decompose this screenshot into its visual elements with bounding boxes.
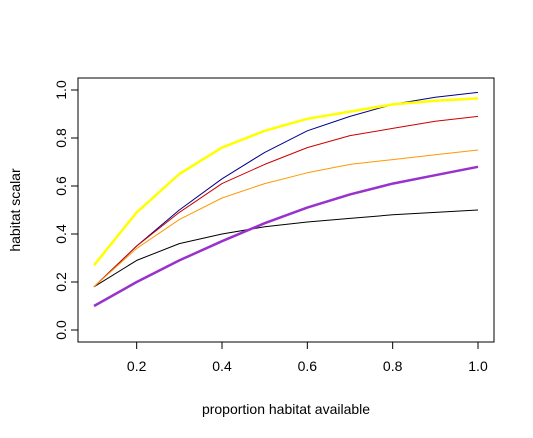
series-line-1 <box>93 209 479 288</box>
series-line-5 <box>93 97 479 266</box>
x-axis-title: proportion habitat available <box>202 401 370 417</box>
y-tick-label: 0.0 <box>53 320 69 340</box>
series-line-2 <box>93 91 479 288</box>
y-tick-label: 0.6 <box>53 176 69 196</box>
series-layer <box>93 91 479 308</box>
x-tick-label: 1.0 <box>468 358 488 374</box>
x-tick-label: 0.2 <box>127 358 147 374</box>
x-tick-label: 0.8 <box>383 358 403 374</box>
x-tick-label: 0.6 <box>298 358 318 374</box>
series-line-4 <box>93 149 479 288</box>
y-tick-label: 0.4 <box>53 224 69 244</box>
y-tick-label: 0.2 <box>53 272 69 292</box>
y-tick-label: 1.0 <box>53 80 69 100</box>
y-axis-title: habitat scalar <box>7 168 23 252</box>
y-axis: 0.0 0.2 0.4 0.6 0.8 1.0 <box>53 80 79 340</box>
y-tick-label: 0.8 <box>53 128 69 148</box>
series-line-6 <box>93 165 479 308</box>
x-tick-label: 0.4 <box>212 358 232 374</box>
series-line-3 <box>93 115 479 288</box>
x-axis: 0.2 0.4 0.6 0.8 1.0 <box>127 341 488 374</box>
